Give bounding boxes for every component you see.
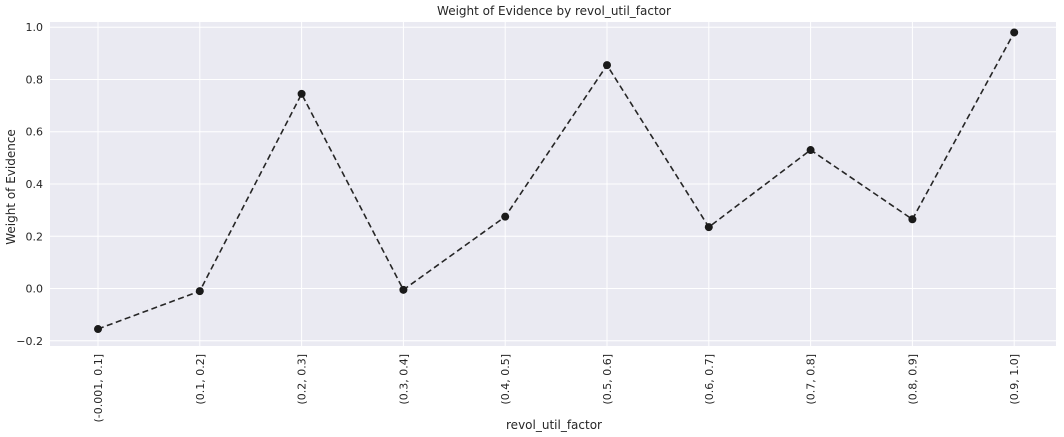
x-tick-label: (0.9, 1.0] bbox=[1008, 354, 1021, 405]
x-tick-label: (0.4, 0.5] bbox=[499, 354, 512, 405]
y-axis-ticks: −0.2 0.0 0.2 0.4 0.6 0.8 1.0 bbox=[16, 21, 43, 348]
x-tick-label: (0.7, 0.8] bbox=[805, 354, 818, 405]
y-tick-label: 0.8 bbox=[26, 73, 44, 86]
x-tick-label: (0.8, 0.9] bbox=[906, 354, 919, 405]
series-markers bbox=[94, 28, 1019, 334]
x-axis-label: revol_util_factor bbox=[506, 418, 602, 432]
x-tick-label: (0.5, 0.6] bbox=[601, 354, 614, 405]
data-point bbox=[704, 223, 713, 232]
series-line bbox=[97, 32, 1015, 330]
data-point bbox=[1010, 28, 1019, 37]
y-axis-label: Weight of Evidence bbox=[4, 129, 18, 245]
data-point bbox=[806, 146, 815, 155]
x-axis-ticks: (-0.001, 0.1] (0.1, 0.2] (0.2, 0.3] (0.3, 0… bbox=[92, 354, 1021, 423]
x-tick-label: (0.3, 0.4] bbox=[397, 354, 410, 405]
x-tick-label: (-0.001, 0.1] bbox=[92, 354, 105, 423]
y-tick-label: 0.6 bbox=[26, 126, 44, 139]
chart-title: Weight of Evidence by revol_util_factor bbox=[437, 4, 671, 18]
data-point bbox=[501, 212, 510, 221]
data-point bbox=[908, 215, 917, 224]
data-point bbox=[297, 89, 306, 98]
x-tick-label: (0.6, 0.7] bbox=[703, 354, 716, 405]
x-tick-label: (0.2, 0.3] bbox=[296, 354, 309, 405]
y-tick-label: 0.0 bbox=[26, 283, 44, 296]
data-point bbox=[603, 61, 611, 70]
data-point bbox=[195, 287, 204, 296]
x-tick-label: (0.1, 0.2] bbox=[194, 354, 207, 405]
y-tick-label: 0.4 bbox=[26, 178, 44, 191]
y-tick-label: 1.0 bbox=[26, 21, 44, 34]
y-tick-label: −0.2 bbox=[16, 335, 43, 348]
data-point bbox=[94, 325, 102, 334]
y-tick-label: 0.2 bbox=[26, 230, 44, 243]
data-point bbox=[399, 285, 408, 294]
